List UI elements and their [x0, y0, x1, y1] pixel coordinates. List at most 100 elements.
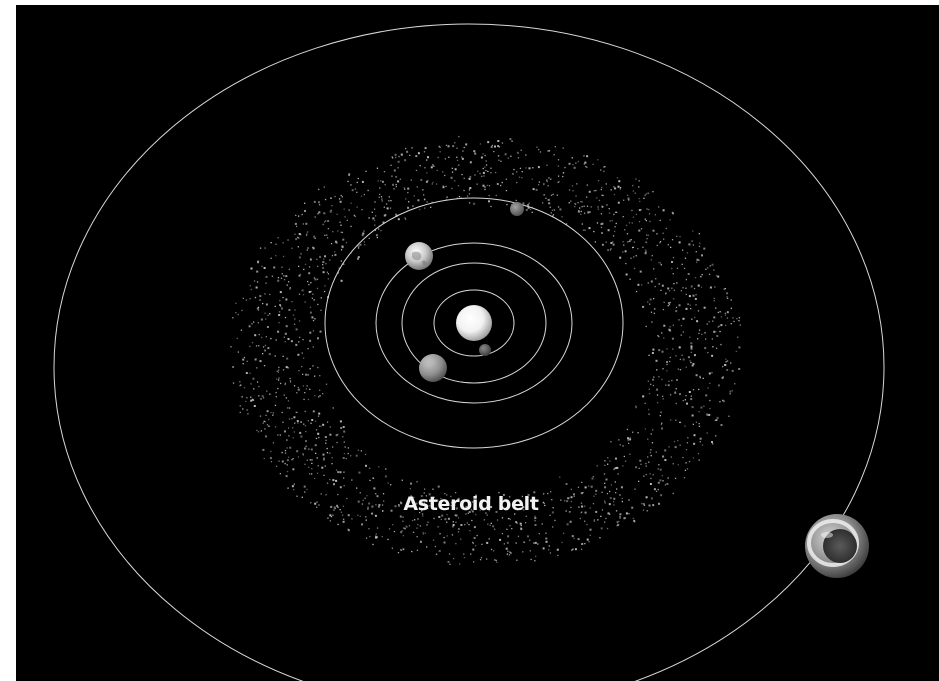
asteroid-dot	[508, 517, 510, 520]
asteroid-dot	[279, 304, 282, 306]
asteroid-dot	[341, 514, 344, 516]
asteroid-dot	[288, 281, 290, 283]
asteroid-dot	[246, 397, 248, 399]
asteroid-dot	[230, 346, 232, 348]
asteroid-dot	[655, 451, 657, 453]
asteroid-dot	[368, 502, 371, 505]
asteroid-dot	[444, 174, 446, 177]
asteroid-dot	[314, 502, 317, 505]
asteroid-dot	[642, 395, 645, 398]
asteroid-dot	[667, 384, 670, 387]
asteroid-dot	[303, 357, 305, 359]
asteroid-dot	[691, 318, 693, 320]
asteroid-dot	[439, 151, 441, 153]
asteroid-dot	[600, 226, 603, 229]
asteroid-dot	[568, 511, 571, 513]
asteroid-dot	[419, 208, 421, 211]
asteroid-dot	[528, 167, 531, 170]
asteroid-dot	[331, 205, 333, 207]
asteroid-dot	[442, 185, 444, 187]
asteroid-dot	[653, 376, 655, 378]
asteroid-dot	[477, 170, 479, 172]
asteroid-dot	[500, 184, 502, 187]
asteroid-dot	[488, 538, 490, 540]
asteroid-dot	[649, 220, 651, 223]
asteroid-dot	[650, 477, 652, 480]
asteroid-dot	[552, 214, 555, 216]
asteroid-dot	[695, 304, 697, 306]
asteroid-dot	[556, 548, 559, 551]
asteroid-dot	[654, 308, 656, 310]
asteroid-dot	[535, 555, 537, 558]
asteroid-dot	[712, 443, 714, 445]
asteroid-dot	[705, 338, 707, 340]
asteroid-dot	[308, 466, 310, 468]
asteroid-dot	[298, 388, 300, 390]
asteroid-dot	[322, 423, 325, 426]
asteroid-dot	[260, 430, 262, 432]
asteroid-dot	[650, 449, 652, 451]
asteroid-dot	[609, 249, 612, 251]
asteroid-dot	[650, 455, 652, 457]
asteroid-dot	[690, 342, 693, 345]
asteroid-dot	[483, 500, 485, 502]
asteroid-dot	[685, 293, 687, 295]
asteroid-dot	[423, 492, 425, 494]
asteroid-dot	[287, 400, 290, 402]
asteroid-dot	[508, 502, 510, 504]
asteroid-dot	[566, 500, 569, 503]
asteroid-dot	[677, 440, 679, 442]
asteroid-dot	[314, 477, 316, 480]
asteroid-dot	[347, 452, 349, 455]
asteroid-dot	[668, 446, 670, 448]
asteroid-dot	[332, 479, 335, 482]
asteroid-dot	[715, 435, 717, 437]
asteroid-dot	[384, 475, 387, 478]
asteroid-dot	[405, 147, 407, 150]
asteroid-dot	[618, 439, 620, 441]
asteroid-dot	[304, 301, 306, 303]
asteroid-dot	[610, 189, 612, 191]
asteroid-dot	[258, 385, 260, 388]
asteroid-dot	[420, 495, 423, 497]
asteroid-dot	[600, 213, 603, 215]
asteroid-dot	[672, 463, 674, 465]
asteroid-dot	[374, 229, 377, 231]
asteroid-dot	[638, 209, 641, 212]
asteroid-dot	[459, 563, 461, 565]
asteroid-dot	[305, 222, 308, 225]
asteroid-dot	[529, 550, 531, 552]
asteroid-dot	[359, 492, 361, 494]
asteroid-dot	[344, 446, 346, 448]
asteroid-dot	[606, 527, 609, 530]
asteroid-dot	[317, 213, 319, 215]
asteroid-dot	[304, 491, 306, 493]
asteroid-dot	[427, 507, 429, 510]
asteroid-dot	[343, 208, 345, 210]
asteroid-dot	[674, 392, 677, 394]
asteroid-dot	[436, 169, 438, 172]
asteroid-dot	[314, 395, 316, 397]
asteroid-dot	[357, 247, 360, 249]
asteroid-dot	[335, 469, 338, 471]
asteroid-dot	[341, 245, 344, 248]
asteroid-dot	[511, 528, 513, 530]
asteroid-dot	[731, 390, 733, 392]
asteroid-dot	[658, 261, 660, 264]
asteroid-dot	[374, 219, 376, 222]
asteroid-dot	[416, 481, 418, 483]
asteroid-dot	[444, 518, 447, 521]
asteroid-dot	[583, 155, 585, 157]
asteroid-dot	[354, 188, 357, 190]
asteroid-dot	[369, 535, 371, 538]
asteroid-dot	[322, 458, 325, 461]
asteroid-dot	[439, 146, 441, 148]
asteroid-dot	[435, 183, 438, 185]
asteroid-dot	[348, 174, 350, 177]
asteroid-dot	[364, 497, 366, 499]
asteroid-dot	[485, 512, 487, 514]
asteroid-dot	[465, 513, 467, 515]
asteroid-dot	[499, 538, 502, 541]
asteroid-dot	[578, 210, 580, 212]
asteroid-dot	[536, 146, 538, 148]
